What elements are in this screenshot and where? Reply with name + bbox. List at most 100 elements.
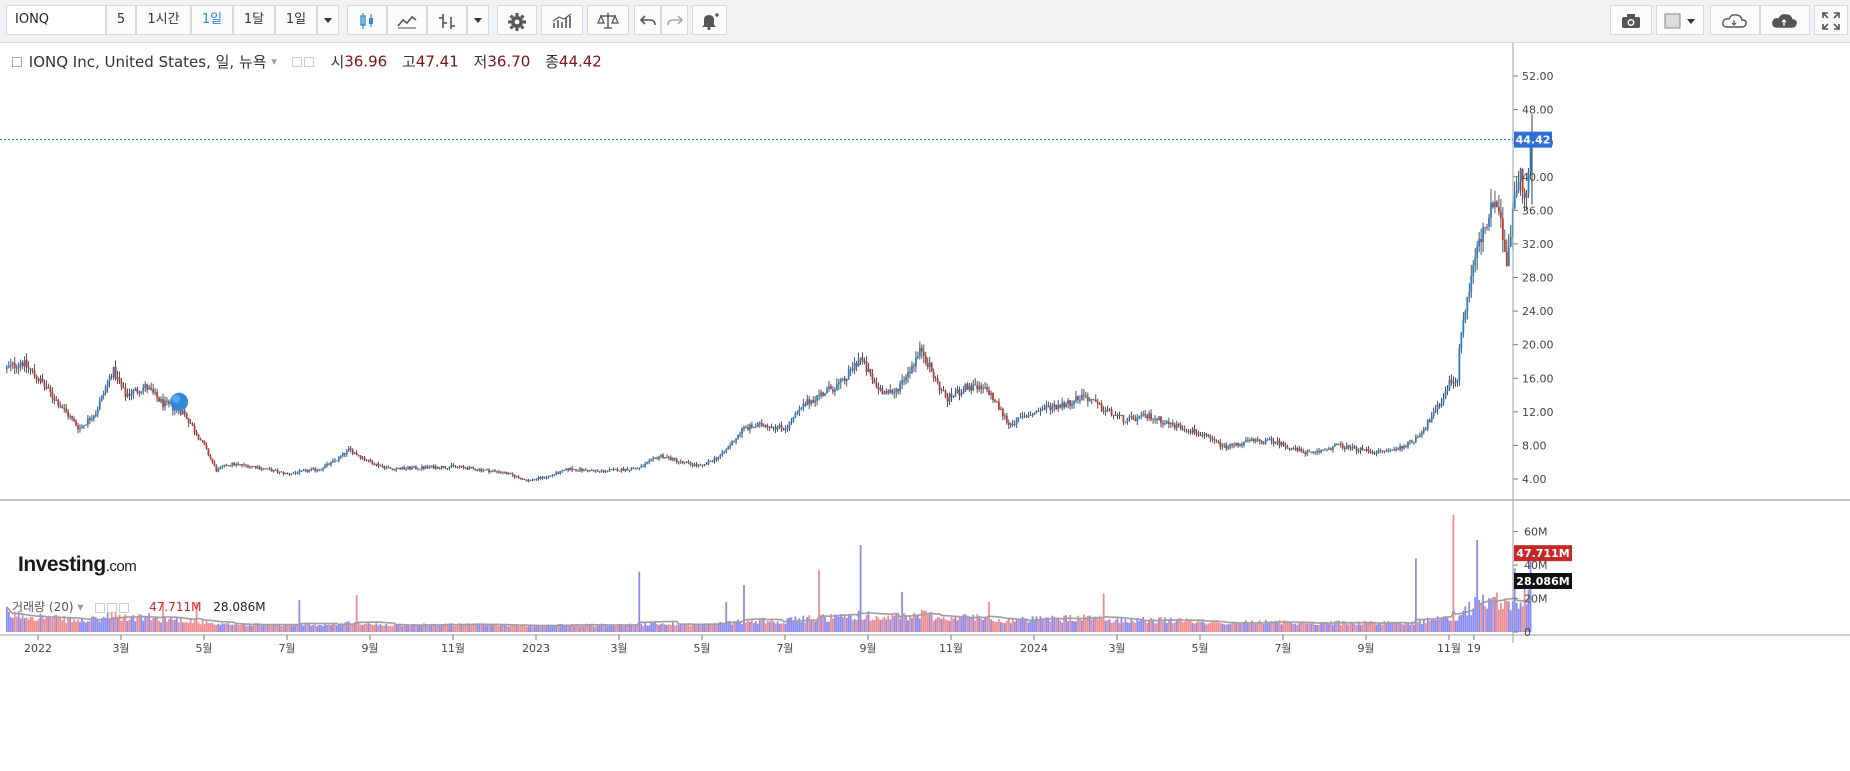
redo-icon[interactable] <box>661 5 688 35</box>
line-chart-icon[interactable] <box>387 5 427 35</box>
gear-icon[interactable] <box>497 5 537 35</box>
candle-body <box>1296 447 1299 451</box>
interval-1day-button[interactable]: 1일 <box>191 5 233 35</box>
indicators-icon[interactable] <box>541 5 583 35</box>
candle-body <box>221 466 224 468</box>
volume-bar <box>648 625 651 632</box>
fullscreen-icon[interactable] <box>1814 5 1848 35</box>
camera-icon[interactable] <box>1610 5 1652 35</box>
candle-body <box>237 463 239 465</box>
volume-bar <box>158 621 160 632</box>
volume-bar <box>1474 597 1477 632</box>
interval-1month-button[interactable]: 1달 <box>233 5 275 35</box>
volume-bar <box>375 623 378 632</box>
alert-bell-icon[interactable] <box>692 5 727 35</box>
candlestick-type-button[interactable] <box>347 5 387 35</box>
candle-body <box>1088 399 1091 402</box>
symbol-search-input[interactable]: IONQ <box>6 5 106 35</box>
volume-bar <box>632 625 635 632</box>
volume-settings-icon[interactable] <box>95 600 131 614</box>
compare-scale-icon[interactable] <box>587 5 629 35</box>
candle-body <box>905 377 907 381</box>
candle-body <box>245 464 247 466</box>
candle-body <box>1205 433 1208 436</box>
candle-body <box>160 399 162 402</box>
candle-body <box>1302 451 1305 453</box>
bar-chart-type-icon[interactable] <box>427 5 467 35</box>
cloud-save-icon[interactable] <box>1760 5 1810 35</box>
volume-bar <box>1150 617 1152 632</box>
candle-body <box>1221 445 1224 447</box>
cloud-load-icon[interactable] <box>1710 5 1760 35</box>
candle-body <box>671 457 674 461</box>
interval-dropdown-button[interactable] <box>317 5 339 35</box>
legend-settings-icon[interactable] <box>291 53 316 71</box>
volume-bar <box>1306 623 1309 632</box>
volume-bar <box>796 619 799 632</box>
candle-body <box>764 424 767 427</box>
candle-body <box>7 365 10 368</box>
volume-bar <box>55 615 58 632</box>
candle-body <box>1353 446 1356 448</box>
candle-body <box>1165 421 1168 424</box>
volume-bar <box>832 618 834 632</box>
volume-series <box>5 514 1532 632</box>
candle-body <box>513 475 516 478</box>
undo-icon[interactable] <box>634 5 661 35</box>
legend-dropdown-icon[interactable]: ▾ <box>271 55 277 68</box>
candle-body <box>385 467 388 469</box>
legend-open-label: 시 <box>330 53 345 71</box>
interval-custom-button[interactable]: 1일 <box>275 5 317 35</box>
volume-bar <box>1235 623 1237 632</box>
chart-area[interactable]: 52.0048.0044.0040.0036.0032.0028.0024.00… <box>0 43 1850 771</box>
candle-body <box>158 397 160 402</box>
volume-bar <box>958 616 961 632</box>
candle-body <box>1492 202 1494 208</box>
volume-bar <box>539 625 542 632</box>
volume-bar <box>1278 620 1281 632</box>
candle-body <box>67 411 70 417</box>
color-square-icon[interactable] <box>1656 5 1704 35</box>
volume-bar <box>1231 622 1234 632</box>
candle-body <box>480 469 483 472</box>
x-tick-label: 3월 <box>1108 642 1125 655</box>
candle-body <box>156 392 158 398</box>
volume-bar <box>1140 619 1143 632</box>
candle-body <box>387 467 390 469</box>
candle-body <box>612 468 615 470</box>
candle-body <box>432 465 435 469</box>
candle-body <box>1011 423 1014 426</box>
volume-bar <box>1023 619 1026 632</box>
candle-body <box>1067 400 1069 404</box>
candle-body <box>474 468 477 471</box>
chart-type-dropdown-button[interactable] <box>467 5 489 35</box>
candle-body <box>1371 452 1374 453</box>
volume-bar <box>154 616 156 632</box>
interval-1hour-button[interactable]: 1시간 <box>136 5 191 35</box>
candle-body <box>871 374 874 380</box>
candle-body <box>820 392 822 396</box>
candle-body <box>47 387 50 389</box>
volume-bar <box>1191 622 1194 632</box>
candle-body <box>1227 446 1230 449</box>
volume-bar <box>389 625 392 632</box>
volume-bar <box>1082 614 1085 632</box>
candle-body <box>1333 444 1336 447</box>
volume-bar <box>1173 622 1176 632</box>
candle-body <box>960 393 963 396</box>
interval-5min-button[interactable]: 5 <box>106 5 136 35</box>
volume-bar <box>442 624 445 632</box>
candle-body <box>124 388 127 397</box>
volume-bar <box>71 622 73 632</box>
chart-svg[interactable]: 52.0048.0044.0040.0036.0032.0028.0024.00… <box>0 43 1850 771</box>
volume-bar <box>1193 623 1196 632</box>
volume-dropdown-icon[interactable]: ▾ <box>77 600 84 614</box>
candle-body <box>1361 447 1364 450</box>
volume-bar <box>788 617 791 632</box>
candle-body <box>1039 410 1042 412</box>
candle-body <box>272 470 275 472</box>
candle-body <box>1239 444 1241 446</box>
collapse-icon[interactable] <box>12 56 22 67</box>
volume-bar <box>120 620 123 632</box>
volume-bar <box>456 625 459 632</box>
